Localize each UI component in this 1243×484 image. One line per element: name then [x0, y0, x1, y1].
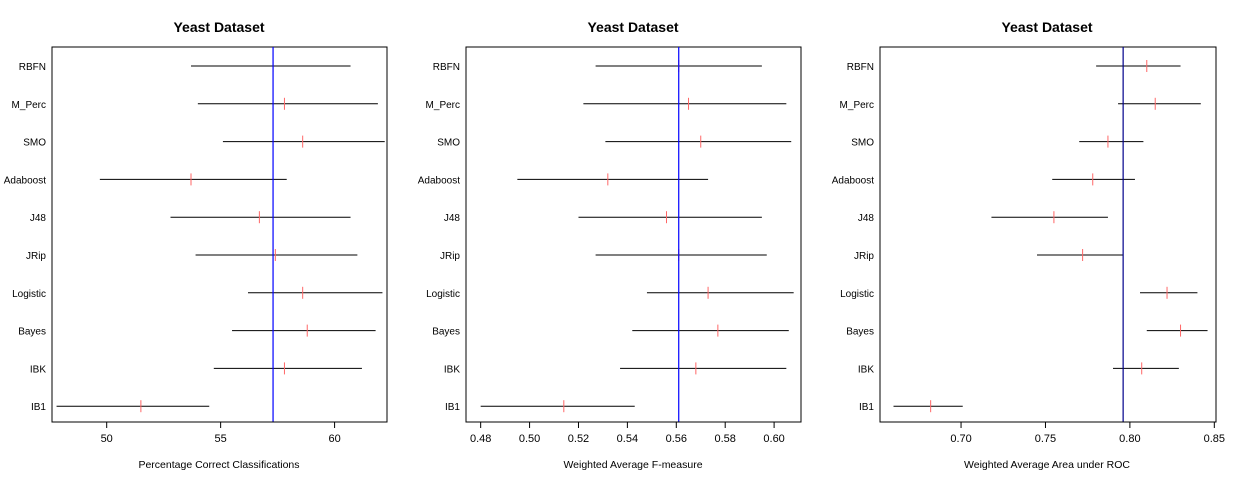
chart-1-category-label: M_Perc: [12, 100, 46, 111]
chart-2-category-label: IBK: [444, 364, 460, 375]
chart-2-category-label: RBFN: [433, 62, 460, 73]
chart-3-category-label: SMO: [851, 138, 874, 149]
chart-2-title: Yeast Dataset: [587, 19, 678, 35]
chart-3-category-label: JRip: [854, 251, 874, 262]
chart-3-category-label: IBK: [858, 364, 874, 375]
chart-3-category-label: RBFN: [847, 62, 874, 73]
chart-2-x-tick-label: 0.54: [617, 433, 638, 445]
chart-2-plot-frame: [465, 46, 802, 423]
chart-1-x-tick-label: 55: [215, 433, 227, 445]
chart-2-x-tick-label: 0.58: [714, 433, 735, 445]
chart-2-x-tick-label: 0.50: [519, 433, 540, 445]
chart-1-plot-frame: [51, 46, 388, 423]
chart-1-x-tick-label: 50: [101, 433, 113, 445]
chart-2-category-label: Logistic: [426, 289, 460, 300]
chart-3-x-axis-label: Weighted Average Area under ROC: [964, 459, 1130, 471]
chart-2-x-tick-label: 0.60: [763, 433, 784, 445]
chart-3-category-label: IB1: [859, 402, 874, 413]
chart-1-x-tick-label: 60: [328, 433, 340, 445]
chart-2-category-label: SMO: [437, 138, 460, 149]
chart-2-x-tick-label: 0.52: [568, 433, 589, 445]
chart-3-x-tick-label: 0.70: [950, 433, 971, 445]
chart-1-category-label: SMO: [23, 138, 46, 149]
chart-3-x-tick-label: 0.85: [1204, 433, 1225, 445]
chart-3-plot-frame: [879, 46, 1217, 423]
chart-1-category-label: Bayes: [18, 327, 46, 338]
chart-1-x-axis-label: Percentage Correct Classifications: [138, 459, 299, 471]
chart-2-x-axis-label: Weighted Average F-measure: [563, 459, 702, 471]
chart-3-x-tick-label: 0.80: [1119, 433, 1140, 445]
chart-1-category-label: IB1: [31, 402, 46, 413]
chart-2-category-label: M_Perc: [426, 100, 460, 111]
chart-1-category-label: JRip: [26, 251, 46, 262]
chart-1-title: Yeast Dataset: [173, 19, 264, 35]
chart-3-category-label: Bayes: [846, 327, 874, 338]
chart-2-category-label: Adaboost: [418, 175, 460, 186]
chart-3-category-label: Adaboost: [832, 175, 874, 186]
chart-3-category-label: M_Perc: [840, 100, 874, 111]
chart-1-category-label: Logistic: [12, 289, 46, 300]
chart-2-category-label: JRip: [440, 251, 460, 262]
chart-1-category-label: IBK: [30, 364, 46, 375]
chart-3-category-label: J48: [858, 213, 875, 224]
chart-3-title: Yeast Dataset: [1001, 19, 1092, 35]
chart-1-category-label: J48: [30, 213, 47, 224]
chart-2-x-tick-label: 0.56: [666, 433, 687, 445]
chart-2-category-label: IB1: [445, 402, 460, 413]
chart-3-category-label: Logistic: [840, 289, 874, 300]
chart-3-x-tick-label: 0.75: [1035, 433, 1056, 445]
chart-1-category-label: Adaboost: [4, 175, 46, 186]
chart-2-category-label: Bayes: [432, 327, 460, 338]
chart-2-category-label: J48: [444, 213, 461, 224]
chart-1-category-label: RBFN: [19, 62, 46, 73]
chart-2-x-tick-label: 0.48: [470, 433, 491, 445]
